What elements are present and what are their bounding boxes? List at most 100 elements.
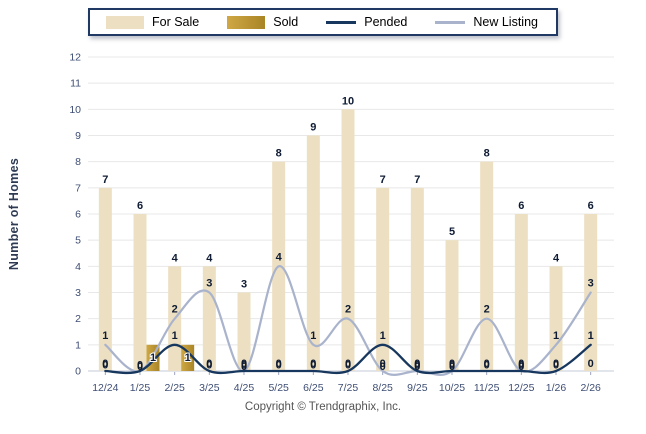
label-sold-10/25: 0 <box>449 358 455 370</box>
legend-swatch-new-listing-line <box>435 20 466 24</box>
label-new-listing-1/25: 0 <box>137 361 143 373</box>
line-pended <box>104 343 592 375</box>
bar-for-sale-7/25 <box>341 109 355 371</box>
label-for-sale-8/25: 7 <box>380 174 386 186</box>
bar-sold-2/25 <box>181 344 195 371</box>
label-new-listing-11/25: 2 <box>484 304 490 316</box>
label-new-listing-2/25: 2 <box>172 304 178 316</box>
bar-for-sale-8/25 <box>376 187 390 371</box>
label-for-sale-7/25: 10 <box>342 95 354 107</box>
y-tick-label-10: 10 <box>69 104 81 116</box>
label-sold-2/25: 1 <box>185 352 191 364</box>
x-tick-label-5/25: 5/25 <box>268 382 289 394</box>
bar-for-sale-3/25 <box>202 266 216 371</box>
label-new-listing-4/25: 0 <box>241 361 247 373</box>
legend-item-sold: Sold <box>227 15 298 29</box>
label-for-sale-1/25: 6 <box>137 200 143 212</box>
label-pended-9/25: 0 <box>414 359 420 371</box>
y-tick-label-1: 1 <box>75 339 81 351</box>
label-new-listing-7/25: 2 <box>345 304 351 316</box>
legend-swatch-sold <box>227 15 266 29</box>
legend-swatch-pended-line <box>326 20 357 24</box>
x-tick-label-12/25: 12/25 <box>508 382 534 394</box>
label-for-sale-4/25: 3 <box>241 279 247 291</box>
label-for-sale-5/25: 8 <box>276 148 282 160</box>
x-tick-label-9/25: 9/25 <box>407 382 428 394</box>
label-new-listing-10/25: 0 <box>449 361 455 373</box>
label-sold-2/26: 0 <box>588 358 594 370</box>
label-pended-4/25: 0 <box>241 359 247 371</box>
label-sold-11/25: 0 <box>484 358 490 370</box>
legend-label-new-listing: New Listing <box>473 15 538 29</box>
bar-for-sale-11/25 <box>480 161 494 371</box>
legend-wrap: For Sale Sold Pended New Listing <box>0 8 646 36</box>
label-sold-7/25: 0 <box>345 358 351 370</box>
y-tick-label-11: 11 <box>70 78 81 90</box>
label-pended-1/25: 0 <box>137 359 143 371</box>
label-pended-7/25: 0 <box>345 359 351 371</box>
label-pended-6/25: 0 <box>310 359 316 371</box>
label-sold-1/26: 0 <box>553 358 559 370</box>
label-pended-10/25: 0 <box>449 359 455 371</box>
label-new-listing-12/24: 1 <box>102 330 108 342</box>
label-sold-8/25: 0 <box>380 358 386 370</box>
x-tick-label-12/24: 12/24 <box>92 382 118 394</box>
label-pended-1/26: 0 <box>553 359 559 371</box>
legend-box: For Sale Sold Pended New Listing <box>87 8 558 36</box>
label-for-sale-3/25: 4 <box>206 252 213 264</box>
x-tick-label-4/25: 4/25 <box>234 382 255 394</box>
bar-for-sale-1/25 <box>133 214 147 371</box>
bar-for-sale-12/24 <box>98 187 112 371</box>
label-new-listing-6/25: 1 <box>310 330 316 342</box>
label-pended-2/26: 1 <box>588 330 594 342</box>
label-sold-4/25: 0 <box>241 358 247 370</box>
label-sold-1/25: 1 <box>150 352 156 364</box>
label-new-listing-1/26: 1 <box>553 330 559 342</box>
bar-for-sale-12/25 <box>514 214 528 371</box>
y-tick-label-6: 6 <box>75 209 81 221</box>
label-sold-12/25: 0 <box>518 358 524 370</box>
label-for-sale-9/25: 7 <box>414 174 420 186</box>
line-new-listing <box>104 265 592 376</box>
label-new-listing-3/25: 3 <box>206 278 212 290</box>
copyright-text: Copyright © Trendgraphix, Inc. <box>244 401 402 413</box>
label-pended-12/24: 0 <box>102 359 108 371</box>
y-tick-label-7: 7 <box>75 182 81 194</box>
y-tick-label-3: 3 <box>75 287 81 299</box>
label-sold-5/25: 0 <box>276 358 282 370</box>
label-for-sale-10/25: 5 <box>449 226 455 238</box>
y-tick-label-0: 0 <box>75 366 81 378</box>
label-sold-12/24: 0 <box>102 358 108 370</box>
label-new-listing-8/25: 0 <box>380 361 386 373</box>
legend-label-sold: Sold <box>273 15 299 29</box>
y-tick-label-12: 12 <box>69 52 81 64</box>
label-for-sale-2/25: 4 <box>172 252 179 264</box>
label-for-sale-12/24: 7 <box>102 174 108 186</box>
legend-item-pended: Pended <box>326 15 407 29</box>
label-pended-12/25: 0 <box>518 359 524 371</box>
bar-for-sale-10/25 <box>445 240 459 371</box>
label-for-sale-2/26: 6 <box>588 200 594 212</box>
x-tick-label-7/25: 7/25 <box>338 382 359 394</box>
label-for-sale-12/25: 6 <box>518 200 524 212</box>
y-tick-label-5: 5 <box>75 235 81 247</box>
bar-for-sale-1/26 <box>549 266 563 371</box>
y-tick-label-8: 8 <box>75 156 81 168</box>
label-sold-3/25: 0 <box>206 358 212 370</box>
x-tick-label-1/26: 1/26 <box>546 382 567 394</box>
label-new-listing-2/26: 3 <box>588 278 594 290</box>
label-pended-8/25: 1 <box>380 330 386 342</box>
label-new-listing-5/25: 4 <box>276 251 283 263</box>
label-new-listing-12/25: 0 <box>518 361 524 373</box>
y-tick-label-2: 2 <box>75 313 81 325</box>
legend-item-for-sale: For Sale <box>105 15 199 29</box>
label-sold-6/25: 0 <box>310 358 316 370</box>
x-tick-label-6/25: 6/25 <box>303 382 324 394</box>
x-tick-label-3/25: 3/25 <box>199 382 220 394</box>
bar-for-sale-4/25 <box>237 292 251 371</box>
y-tick-label-4: 4 <box>75 261 81 273</box>
label-pended-3/25: 0 <box>206 359 212 371</box>
x-tick-label-11/25: 11/25 <box>474 382 500 394</box>
